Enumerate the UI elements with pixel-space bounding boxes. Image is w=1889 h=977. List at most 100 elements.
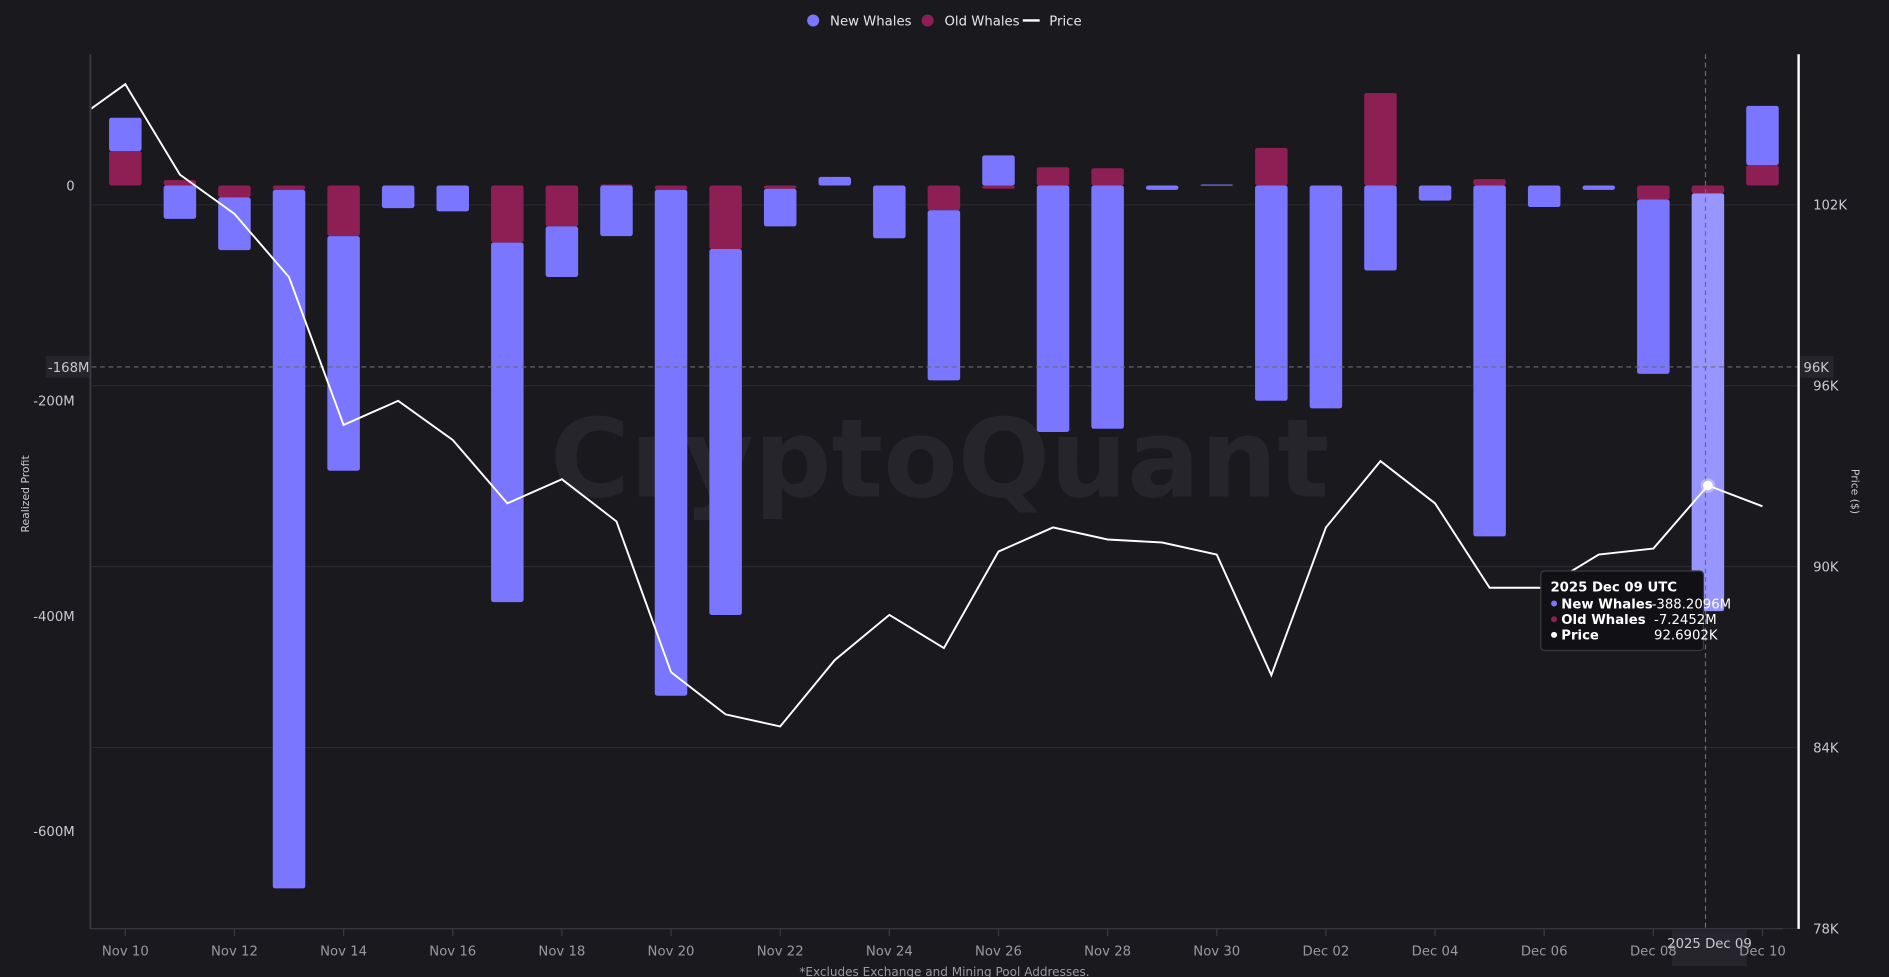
x-tick-label: Nov 18 [538, 944, 585, 959]
bars [109, 92, 1779, 889]
old-whales-bar [272, 185, 306, 190]
tooltip-value: 92.6902K [1654, 629, 1718, 644]
right-tick-label: 84K [1813, 741, 1839, 756]
old-whales-bar [1637, 185, 1670, 200]
old-whales-bar [218, 185, 251, 198]
new-whales-bar [1473, 185, 1506, 537]
x-tick-label: Dec 04 [1412, 944, 1459, 959]
old-whales-bar [709, 185, 742, 250]
legend-item-price[interactable]: Price [1022, 14, 1082, 29]
old-whales-bar [1364, 92, 1397, 186]
new-whales-bar [109, 117, 142, 152]
old-whales-bar [1091, 168, 1124, 186]
new-whales-bar [381, 185, 415, 209]
old-whales-bar [109, 151, 142, 186]
legend-label: New Whales [830, 14, 912, 29]
right-tick-label: 96K [1813, 380, 1839, 395]
tooltip-value: -7.2452M [1654, 613, 1717, 628]
crosshair-left-tag [45, 356, 92, 378]
new-whales-bar [1691, 193, 1725, 612]
new-whales-bar [491, 242, 524, 603]
x-tick-label: Dec 02 [1303, 944, 1350, 959]
x-tick-label: Nov 12 [211, 944, 258, 959]
grid [91, 204, 1798, 930]
right-tick-label: 78K [1813, 922, 1839, 937]
x-tick-label: Nov 10 [102, 944, 149, 959]
footnote: *Excludes Exchange and Mining Pool Addre… [799, 965, 1089, 977]
right-tick-label: 102K [1813, 199, 1847, 214]
tooltip-title: 2025 Dec 09 UTC [1550, 581, 1677, 596]
old-whales-bar [927, 185, 961, 211]
x-tick-label: Nov 16 [429, 944, 476, 959]
tooltip-label: Old Whales [1561, 613, 1645, 628]
legend[interactable]: New Whales Old Whales Price [807, 14, 1082, 29]
new-whales-bar [1091, 185, 1124, 429]
left-tick-label: -600M [33, 825, 75, 840]
tooltip-row-price: Price 92.6902K [1551, 629, 1718, 644]
x-tick-label: Nov 26 [975, 944, 1022, 959]
x-tick-label: Nov 14 [320, 944, 367, 959]
new-whales-bar [163, 185, 197, 219]
new-whales-bar [1364, 185, 1397, 271]
right-tick-label: 90K [1813, 560, 1839, 575]
left-tick-label: -400M [33, 610, 75, 625]
x-tick-label: Nov 20 [648, 944, 695, 959]
old-whales-bar [327, 185, 360, 237]
tooltip-label: Price [1561, 629, 1599, 644]
old-whales-dot-icon [1551, 616, 1558, 623]
x-tick-label: Dec 10 [1739, 944, 1786, 959]
right-axis-title: Price ($) [1849, 469, 1862, 514]
new-whales-bar [327, 236, 360, 471]
legend-item-new-whales[interactable]: New Whales [807, 14, 912, 29]
new-whales-bar [600, 185, 633, 237]
new-whales-bar [1200, 184, 1234, 186]
new-whales-bar [1582, 185, 1616, 190]
left-tick-label: -200M [33, 395, 75, 410]
crosshair-x-label: 2025 Dec 09 [1667, 937, 1752, 952]
old-whales-bar [1746, 165, 1779, 186]
new-whales-bar [545, 226, 579, 278]
tooltip-value: -388.2096M [1652, 597, 1731, 612]
tooltip-label: New Whales [1561, 597, 1652, 612]
price-highlight-point [1703, 480, 1713, 491]
x-tick-label: Nov 22 [757, 944, 804, 959]
old-whales-bar [1036, 167, 1070, 186]
axes: 0 -200M -400M -600M 102K 96K 90K 84K 78K Nov 10 No… [33, 54, 1847, 959]
old-whales-dot-icon [921, 14, 934, 27]
new-whales-bar [654, 189, 688, 696]
new-whales-bar [818, 176, 852, 186]
price-dot-icon [1551, 631, 1558, 638]
legend-label: Old Whales [945, 14, 1020, 29]
new-whales-bar [1309, 185, 1343, 409]
new-whales-bar [1527, 185, 1561, 208]
old-whales-bar [545, 185, 579, 227]
new-whales-bar [218, 197, 251, 251]
old-whales-bar [654, 185, 688, 190]
new-whales-dot-icon [1551, 600, 1558, 607]
legend-item-old-whales[interactable]: Old Whales [921, 14, 1020, 29]
old-whales-bar [1255, 147, 1288, 186]
x-tick-label: Nov 28 [1084, 944, 1131, 959]
new-whales-bar [436, 185, 470, 212]
x-tick-label: Nov 24 [866, 944, 913, 959]
new-whales-bar [1746, 105, 1779, 166]
price-series-line [91, 82, 1763, 728]
old-whales-bar [600, 184, 633, 186]
old-whales-bar [763, 185, 797, 189]
crosshair-right-tag [1799, 356, 1834, 378]
new-whales-dot-icon [807, 14, 820, 27]
crosshair: -168M 96K 2025 Dec 09 [45, 54, 1834, 967]
new-whales-bar [272, 189, 306, 889]
new-whales-bar [1637, 199, 1670, 374]
new-whales-bar [1418, 185, 1452, 201]
new-whales-bar [873, 185, 906, 239]
new-whales-bar [1145, 185, 1179, 190]
old-whales-bar [1691, 185, 1725, 194]
price-line [91, 82, 1763, 728]
crosshair-left-label: -168M [48, 361, 90, 376]
tooltip: 2025 Dec 09 UTC New Whales -388.2096M Ol… [1540, 570, 1731, 652]
legend-label: Price [1049, 14, 1081, 29]
left-axis-title: Realized Profit [19, 455, 32, 532]
new-whales-bar [927, 210, 961, 381]
